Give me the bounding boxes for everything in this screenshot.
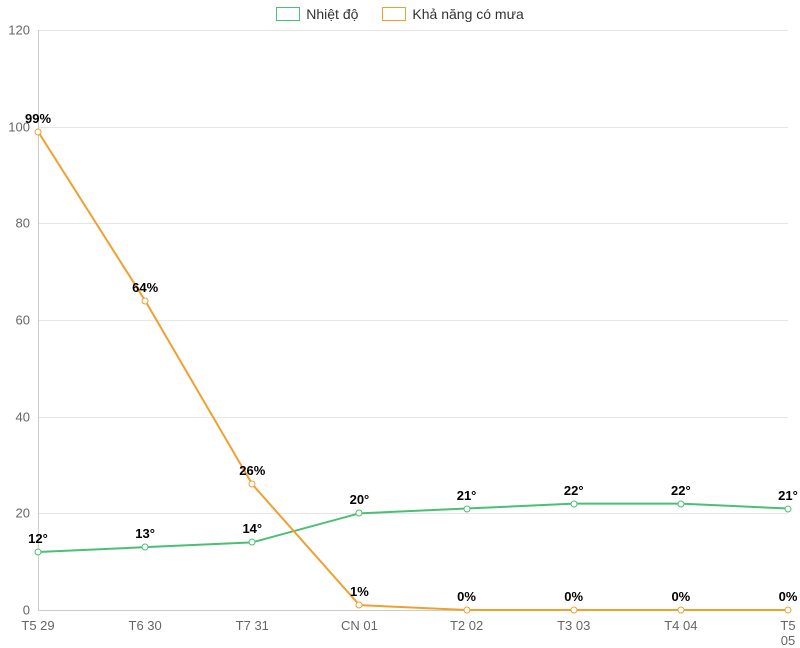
data-label: 22°: [564, 483, 584, 498]
data-label: 21°: [457, 488, 477, 503]
data-label: 99%: [25, 111, 51, 126]
data-marker: [356, 602, 363, 609]
data-label: 13°: [135, 526, 155, 541]
data-label: 0%: [671, 589, 690, 604]
data-marker: [356, 510, 363, 517]
data-label: 26%: [239, 463, 265, 478]
x-tick-label: T5 29: [21, 618, 54, 633]
x-tick-label: T7 31: [236, 618, 269, 633]
data-marker: [785, 607, 792, 614]
x-tick-label: T6 30: [129, 618, 162, 633]
legend-label: Khả năng có mưa: [412, 6, 523, 22]
data-marker: [463, 505, 470, 512]
data-marker: [463, 607, 470, 614]
data-marker: [570, 500, 577, 507]
y-tick-label: 80: [0, 216, 30, 231]
data-marker: [142, 544, 149, 551]
data-label: 22°: [671, 483, 691, 498]
y-tick-label: 20: [0, 506, 30, 521]
data-marker: [249, 539, 256, 546]
data-label: 0%: [457, 589, 476, 604]
data-marker: [142, 297, 149, 304]
y-tick-label: 120: [0, 23, 30, 38]
x-tick-label: T3 03: [557, 618, 590, 633]
y-tick-label: 40: [0, 409, 30, 424]
y-tick-label: 0: [0, 603, 30, 618]
series-lines: [38, 30, 788, 610]
data-label: 20°: [350, 492, 370, 507]
data-marker: [570, 607, 577, 614]
data-label: 64%: [132, 280, 158, 295]
data-label: 1%: [350, 584, 369, 599]
x-tick-label: T5 05: [780, 618, 795, 648]
legend: Nhiệt độ Khả năng có mưa: [0, 6, 800, 22]
data-label: 14°: [242, 521, 262, 536]
data-label: 0%: [779, 589, 798, 604]
y-tick-label: 60: [0, 313, 30, 328]
data-label: 12°: [28, 531, 48, 546]
legend-swatch: [276, 7, 300, 21]
data-label: 0%: [564, 589, 583, 604]
data-marker: [677, 500, 684, 507]
data-marker: [35, 549, 42, 556]
data-marker: [785, 505, 792, 512]
x-tick-label: T4 04: [664, 618, 697, 633]
legend-label: Nhiệt độ: [306, 6, 358, 22]
x-tick-label: CN 01: [341, 618, 378, 633]
data-label: 21°: [778, 488, 798, 503]
legend-swatch: [382, 7, 406, 21]
plot-area: 020406080100120T5 29T6 30T7 31CN 01T2 02…: [38, 30, 788, 610]
weather-line-chart: Nhiệt độ Khả năng có mưa 020406080100120…: [0, 0, 800, 640]
data-marker: [35, 128, 42, 135]
data-marker: [677, 607, 684, 614]
x-tick-label: T2 02: [450, 618, 483, 633]
legend-item-rain: Khả năng có mưa: [382, 6, 523, 22]
legend-item-temperature: Nhiệt độ: [276, 6, 358, 22]
data-marker: [249, 481, 256, 488]
